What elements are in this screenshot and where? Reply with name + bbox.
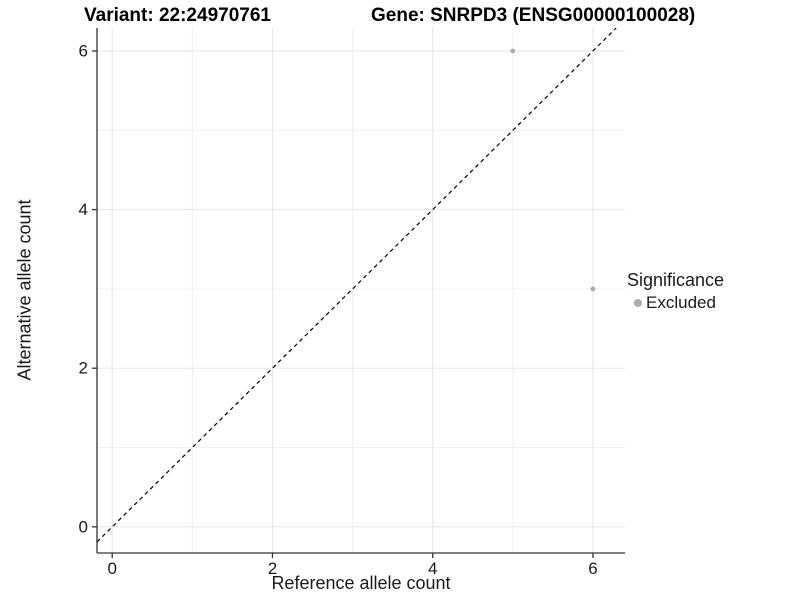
y-tick-label: 4 xyxy=(79,200,88,219)
x-tick-label: 2 xyxy=(268,559,277,578)
identity-line xyxy=(96,27,617,543)
legend-title: Significance xyxy=(627,270,725,290)
variant-title: Variant: 22:24970761 xyxy=(84,5,271,26)
y-tick-label: 0 xyxy=(79,517,88,536)
y-tick-label: 6 xyxy=(79,41,88,60)
y-axis-title: Alternative allele count xyxy=(14,199,35,381)
y-tick-label: 2 xyxy=(79,359,88,378)
legend-entry: Excluded xyxy=(627,293,724,312)
gene-title: Gene: SNRPD3 (ENSG00000100028) xyxy=(371,5,696,26)
legend-entry-label: Excluded xyxy=(646,293,716,312)
data-point xyxy=(510,48,516,54)
x-tick-label: 0 xyxy=(107,559,116,578)
x-tick-label: 6 xyxy=(588,559,597,578)
excluded-point-icon xyxy=(634,298,642,307)
x-tick-label: 4 xyxy=(428,559,437,578)
data-point xyxy=(590,286,596,292)
x-axis-title: Reference allele count xyxy=(271,573,451,593)
legend: Significance Excluded xyxy=(627,270,724,312)
